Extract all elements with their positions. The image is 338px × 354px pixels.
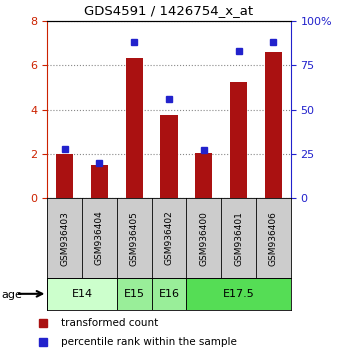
Bar xyxy=(56,154,73,198)
Text: percentile rank within the sample: percentile rank within the sample xyxy=(61,337,237,347)
Text: GSM936402: GSM936402 xyxy=(165,211,173,266)
Text: E17.5: E17.5 xyxy=(223,289,255,299)
Text: GSM936406: GSM936406 xyxy=(269,211,278,266)
Text: age: age xyxy=(2,290,23,299)
Text: GSM936403: GSM936403 xyxy=(60,211,69,266)
Text: GSM936405: GSM936405 xyxy=(130,211,139,266)
Bar xyxy=(125,58,143,198)
Title: GDS4591 / 1426754_x_at: GDS4591 / 1426754_x_at xyxy=(84,4,254,17)
Bar xyxy=(265,52,282,198)
Bar xyxy=(152,278,186,310)
Bar xyxy=(195,153,213,198)
Text: GSM936401: GSM936401 xyxy=(234,211,243,266)
Bar xyxy=(230,82,247,198)
Bar xyxy=(47,278,117,310)
Text: GSM936404: GSM936404 xyxy=(95,211,104,266)
Text: E14: E14 xyxy=(72,289,93,299)
Text: transformed count: transformed count xyxy=(61,318,159,329)
Bar xyxy=(117,278,152,310)
Bar xyxy=(91,165,108,198)
Bar xyxy=(186,278,291,310)
Text: E15: E15 xyxy=(124,289,145,299)
Bar xyxy=(160,115,178,198)
Text: E16: E16 xyxy=(159,289,179,299)
Text: GSM936400: GSM936400 xyxy=(199,211,208,266)
